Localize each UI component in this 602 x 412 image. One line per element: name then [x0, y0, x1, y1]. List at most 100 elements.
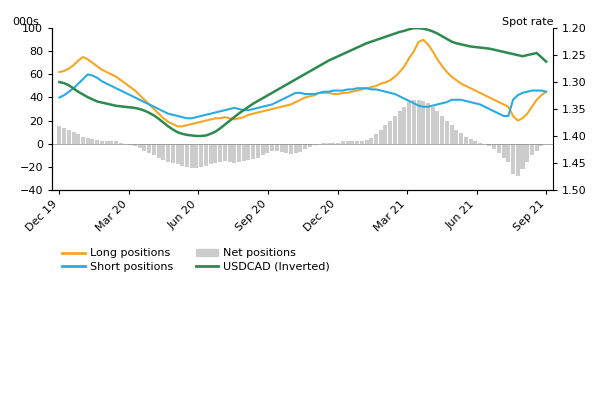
Bar — [360, 141, 364, 144]
Bar — [374, 134, 378, 144]
Bar — [426, 103, 430, 144]
Bar — [289, 144, 293, 154]
Bar — [95, 140, 99, 144]
Bar — [81, 137, 85, 144]
Bar — [412, 100, 416, 144]
Bar — [57, 126, 61, 144]
Bar — [407, 102, 411, 144]
Bar — [171, 144, 175, 163]
Bar — [346, 141, 350, 144]
Bar — [194, 144, 199, 168]
Bar — [421, 101, 425, 144]
Bar — [459, 133, 463, 144]
Bar — [388, 121, 392, 144]
Bar — [128, 144, 132, 145]
Bar — [430, 107, 435, 144]
Bar — [506, 144, 510, 162]
Bar — [138, 144, 141, 148]
Bar — [468, 139, 473, 144]
Bar — [209, 144, 213, 164]
Bar — [516, 144, 520, 176]
Bar — [119, 143, 123, 144]
Bar — [265, 144, 269, 153]
Bar — [279, 144, 284, 152]
Bar — [435, 111, 439, 144]
Bar — [488, 144, 491, 146]
Bar — [530, 144, 534, 155]
Bar — [100, 141, 104, 144]
Bar — [241, 144, 246, 161]
Text: 000s: 000s — [12, 16, 39, 26]
Bar — [270, 144, 274, 151]
Bar — [246, 144, 250, 160]
Bar — [180, 144, 184, 166]
Bar — [327, 143, 330, 144]
Bar — [161, 144, 166, 160]
Bar — [379, 130, 383, 144]
Bar — [521, 144, 524, 169]
Bar — [478, 143, 482, 144]
Bar — [511, 144, 515, 174]
Bar — [464, 137, 468, 144]
Bar — [303, 144, 307, 150]
Bar — [539, 144, 544, 146]
Bar — [143, 144, 146, 151]
Bar — [251, 144, 255, 159]
Bar — [204, 144, 208, 166]
Bar — [455, 130, 458, 144]
Bar — [473, 141, 477, 144]
Bar — [185, 144, 189, 167]
Bar — [322, 143, 326, 144]
Bar — [232, 144, 236, 163]
Bar — [369, 138, 373, 144]
Text: Spot rate: Spot rate — [501, 16, 553, 26]
Bar — [525, 144, 529, 162]
Bar — [105, 141, 109, 144]
Bar — [336, 143, 340, 144]
Bar — [341, 141, 345, 144]
Bar — [355, 141, 359, 144]
Bar — [417, 100, 421, 144]
Bar — [223, 144, 227, 161]
Bar — [152, 144, 156, 155]
Bar — [284, 144, 288, 153]
Bar — [445, 121, 449, 144]
Bar — [256, 144, 260, 157]
Bar — [228, 144, 232, 162]
Bar — [90, 139, 95, 144]
Bar — [497, 144, 501, 153]
Bar — [365, 140, 368, 144]
Bar — [398, 111, 402, 144]
Bar — [166, 144, 170, 162]
Bar — [450, 125, 454, 144]
Bar — [440, 116, 444, 144]
Bar — [492, 144, 496, 150]
Bar — [350, 141, 355, 144]
Bar — [190, 144, 194, 168]
Bar — [114, 141, 118, 144]
Legend: Long positions, Short positions, Net positions, USDCAD (Inverted): Long positions, Short positions, Net pos… — [58, 244, 335, 276]
Bar — [237, 144, 241, 162]
Bar — [383, 125, 388, 144]
Bar — [67, 130, 71, 144]
Bar — [308, 144, 312, 147]
Bar — [535, 144, 539, 151]
Bar — [299, 144, 302, 152]
Bar — [402, 107, 406, 144]
Bar — [76, 134, 80, 144]
Bar — [275, 144, 279, 151]
Bar — [199, 144, 203, 167]
Bar — [261, 144, 265, 155]
Bar — [176, 144, 179, 164]
Bar — [147, 144, 151, 153]
Bar — [110, 141, 113, 144]
Bar — [393, 116, 397, 144]
Bar — [312, 144, 317, 145]
Bar — [133, 144, 137, 146]
Bar — [213, 144, 217, 163]
Bar — [501, 144, 506, 157]
Bar — [72, 132, 76, 144]
Bar — [62, 127, 66, 144]
Bar — [332, 143, 335, 144]
Bar — [218, 144, 222, 162]
